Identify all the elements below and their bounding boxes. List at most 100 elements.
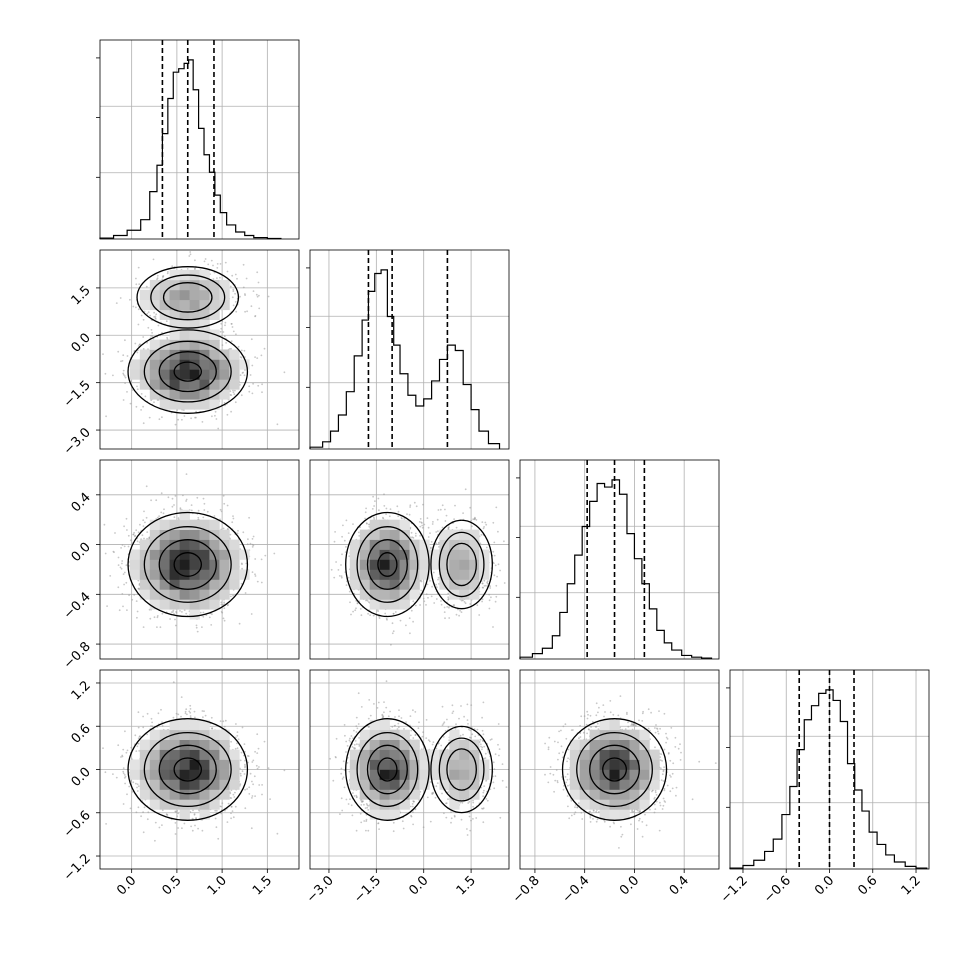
sample-point: [399, 619, 402, 622]
sample-point: [166, 272, 169, 275]
sample-point: [249, 542, 252, 545]
sample-point: [469, 603, 472, 605]
sample-point: [199, 611, 202, 614]
sample-point: [185, 473, 188, 475]
sample-point: [255, 293, 258, 296]
sample-point: [426, 517, 429, 519]
grid: [310, 250, 509, 449]
density-cell: [169, 599, 180, 610]
sample-point: [254, 573, 256, 576]
sample-point: [378, 509, 380, 512]
panel-content: [103, 473, 276, 633]
sample-point: [174, 618, 176, 621]
sample-point: [246, 543, 249, 546]
sample-point: [245, 277, 248, 280]
density-cell: [179, 399, 190, 410]
density-cell: [179, 299, 190, 311]
sample-point: [236, 277, 238, 280]
density-cell: [189, 319, 200, 330]
sample-point: [258, 307, 261, 310]
density-cell: [159, 549, 170, 560]
sample-point: [155, 313, 158, 316]
density-cell: [229, 539, 240, 550]
density-cell: [179, 339, 190, 350]
sample-point: [420, 580, 423, 583]
sample-point: [197, 509, 200, 512]
sample-point: [137, 531, 140, 534]
sample-point: [483, 585, 486, 587]
sample-point: [165, 320, 168, 323]
sample-point: [341, 535, 343, 538]
sample-point: [118, 609, 121, 612]
sample-point: [144, 395, 147, 398]
sample-point: [345, 546, 347, 548]
sample-point: [495, 584, 498, 587]
sample-point: [244, 293, 246, 295]
sample-point: [227, 528, 229, 530]
sample-point: [333, 540, 336, 543]
density-cell: [209, 279, 220, 291]
density-cell: [179, 349, 190, 360]
sample-point: [117, 556, 120, 559]
sample-point: [230, 595, 232, 598]
sample-point: [340, 575, 343, 577]
sample-point: [413, 501, 416, 504]
sample-point: [223, 402, 226, 404]
density-cell: [189, 299, 200, 311]
sample-point: [241, 567, 244, 570]
density-cell: [229, 369, 240, 380]
sample-point: [189, 253, 192, 256]
sample-point: [229, 533, 232, 536]
density-cell: [199, 559, 210, 570]
sample-point: [256, 580, 259, 583]
sample-point: [221, 611, 224, 614]
sample-point: [248, 385, 251, 388]
density-cell: [159, 369, 170, 380]
sample-point: [125, 564, 128, 567]
sample-point: [234, 401, 237, 404]
sample-point: [422, 597, 425, 600]
sample-point: [397, 515, 400, 518]
density-cell: [199, 389, 210, 400]
density-cell: [229, 349, 240, 360]
sample-point: [126, 609, 128, 611]
density-cell: [169, 399, 180, 410]
sample-point: [240, 356, 243, 359]
sample-point: [138, 283, 141, 285]
sample-point: [145, 285, 148, 288]
density-panel-1-0: −3.0−1.50.01.5: [61, 249, 300, 458]
sample-point: [156, 516, 159, 519]
density-cell: [219, 379, 230, 390]
density-cell: [209, 369, 220, 380]
sample-point: [131, 598, 134, 601]
density-cell: [139, 539, 151, 550]
sample-point: [173, 516, 176, 519]
sample-point: [222, 603, 224, 606]
sample-point: [136, 388, 139, 391]
sample-point: [210, 259, 213, 262]
sample-point: [142, 348, 145, 350]
sample-point: [396, 505, 399, 508]
sample-point: [182, 494, 184, 497]
sample-point: [453, 604, 456, 607]
sample-point: [384, 612, 387, 615]
sample-point: [489, 585, 491, 588]
sample-point: [483, 579, 486, 582]
sample-point: [195, 624, 198, 627]
sample-point: [481, 521, 484, 523]
sample-point: [409, 504, 412, 507]
sample-point: [158, 515, 161, 517]
sample-point: [220, 510, 223, 513]
sample-point: [129, 380, 132, 382]
sample-point: [462, 512, 464, 514]
x-tick-label: 0.6: [855, 873, 880, 898]
sample-point: [127, 534, 130, 537]
y-tick-label: −0.8: [61, 639, 94, 672]
sample-point: [347, 576, 350, 579]
density-cell: [189, 559, 200, 570]
density-cell: [189, 369, 200, 380]
sample-point: [337, 569, 340, 571]
sample-point: [136, 385, 138, 388]
y-tick-label: −1.5: [61, 378, 94, 411]
sample-point: [221, 344, 224, 346]
